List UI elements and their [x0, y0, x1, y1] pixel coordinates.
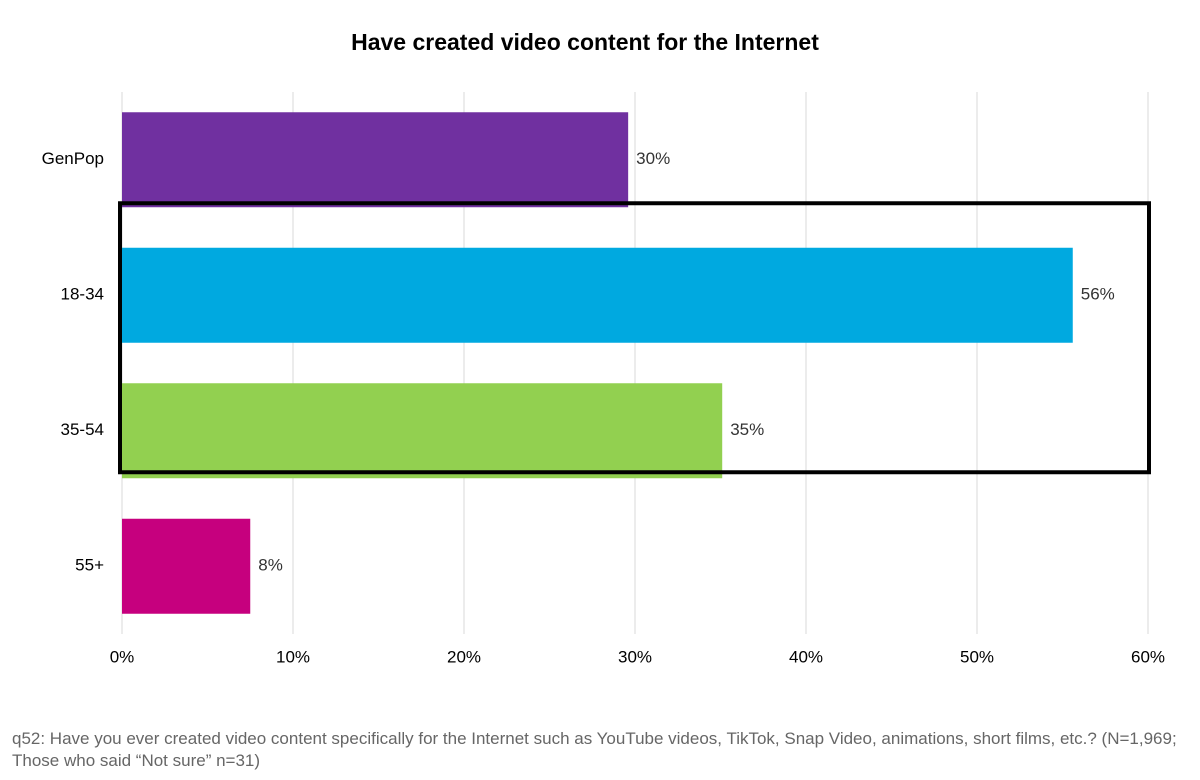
x-tick-label: 10% [276, 647, 310, 666]
x-tick-label: 0% [110, 647, 135, 666]
bar [122, 518, 251, 614]
bar [122, 383, 723, 479]
chart: Have created video content for the Inter… [42, 29, 1165, 666]
chart-title: Have created video content for the Inter… [351, 29, 819, 55]
x-tick-label: 40% [789, 647, 823, 666]
value-label: 35% [730, 420, 764, 439]
x-tick-label: 20% [447, 647, 481, 666]
highlight-box [118, 201, 1151, 475]
bar [122, 112, 629, 208]
x-tick-label: 30% [618, 647, 652, 666]
y-tick-label: 35-54 [61, 420, 104, 439]
x-tick-label: 60% [1131, 647, 1165, 666]
y-tick-label: 55+ [75, 556, 104, 575]
value-label: 56% [1081, 285, 1115, 304]
value-label: 30% [636, 149, 670, 168]
footnote: q52: Have you ever created video content… [12, 729, 1177, 770]
value-label: 8% [258, 556, 283, 575]
y-tick-label: GenPop [42, 149, 104, 168]
y-tick-label: 18-34 [61, 285, 104, 304]
x-tick-label: 50% [960, 647, 994, 666]
bar [122, 247, 1073, 343]
